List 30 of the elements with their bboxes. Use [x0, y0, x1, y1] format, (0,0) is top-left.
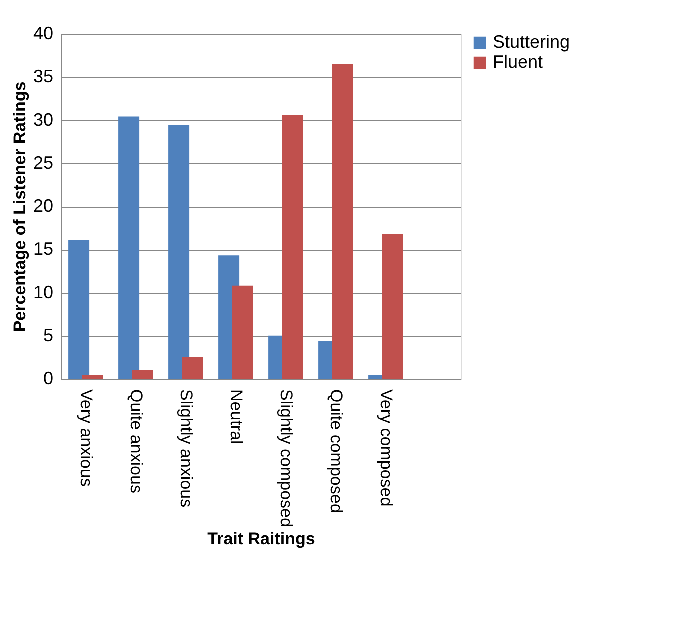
bar	[82, 376, 104, 379]
legend-label: Stuttering	[493, 32, 570, 52]
y-tick-label: 15	[33, 239, 54, 260]
bar	[332, 64, 354, 379]
x-tick-label: Neutral	[227, 390, 246, 444]
x-tick-label: Slightly anxious	[177, 390, 196, 508]
x-tick-label: Very composed	[377, 390, 396, 507]
x-tick-label: Quite composed	[327, 390, 346, 514]
bar	[68, 240, 90, 379]
y-tick-label: 35	[33, 66, 54, 87]
x-axis-title: Trait Raitings	[208, 529, 316, 548]
x-tick-label: Very anxious	[77, 390, 96, 487]
bar	[118, 116, 140, 379]
bar	[168, 125, 190, 379]
bar	[132, 370, 154, 379]
x-tick-label: Slightly composed	[277, 390, 296, 528]
y-axis-title: Percentage of Listener Ratings	[10, 82, 30, 332]
bar	[282, 115, 304, 379]
y-tick-label: 40	[33, 24, 54, 44]
bar	[182, 357, 204, 379]
y-tick-label: 5	[43, 325, 54, 346]
y-tick-label: 30	[33, 110, 54, 130]
bar	[382, 234, 404, 379]
y-tick-label: 25	[33, 152, 54, 173]
legend-label: Fluent	[493, 52, 544, 72]
y-tick-label: 20	[33, 196, 54, 216]
y-tick-label: 10	[33, 282, 54, 302]
x-tick-label: Quite anxious	[127, 390, 146, 494]
y-tick-label: 0	[43, 368, 54, 388]
bar	[232, 286, 254, 379]
